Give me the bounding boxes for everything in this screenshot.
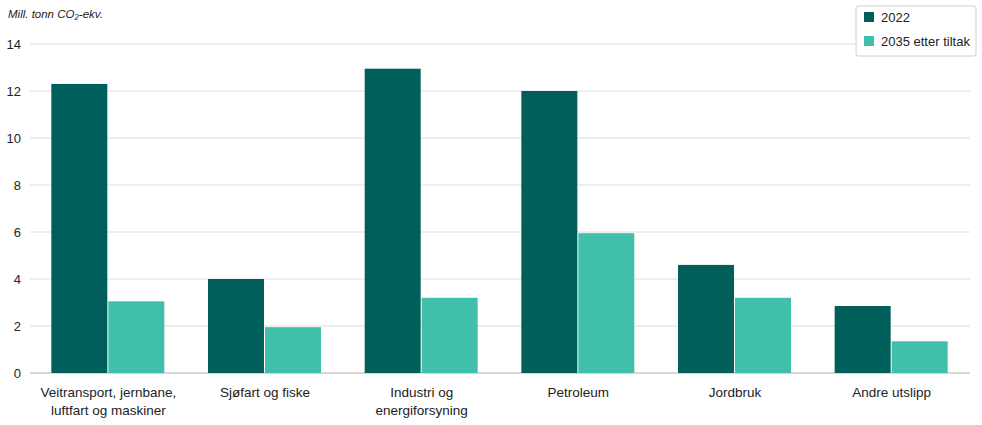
y-tick-label: 10 [7, 131, 21, 146]
legend-swatch [864, 12, 874, 22]
y-tick-label: 4 [14, 272, 21, 287]
bar [521, 91, 577, 373]
y-tick-label: 12 [7, 84, 21, 99]
bar [578, 233, 634, 373]
y-tick-label: 6 [14, 225, 21, 240]
bar [678, 265, 734, 373]
legend: 2022 2035 etter tiltak [856, 6, 976, 56]
x-tick-label-line: energiforsyning [376, 403, 468, 418]
bar [208, 279, 264, 373]
grid-line [30, 326, 970, 327]
x-tick-label: Jordbruk [709, 385, 762, 400]
x-tick-label: Andre utslipp [852, 385, 931, 400]
grid-line [30, 138, 970, 139]
x-tick-label: Sjøfart og fiske [220, 385, 310, 400]
bar [51, 84, 107, 373]
grid-line [30, 44, 970, 45]
x-tick-label-line: luftfart og maskiner [51, 403, 166, 418]
x-tick-label-line: Jordbruk [709, 385, 762, 400]
grid-line [30, 279, 970, 280]
y-tick-label: 8 [14, 178, 21, 193]
legend-swatch [864, 36, 874, 46]
chart: 0 2 4 6 8 10 12 14 Mill. tonn CO₂-ekv. Veitranspo… [0, 0, 982, 425]
bar [892, 341, 948, 373]
x-tick-label: Veitransport, jernbane, luftfart og maski… [40, 385, 176, 418]
y-tick-label: 2 [14, 319, 21, 334]
bar [108, 301, 164, 373]
bar [365, 69, 421, 373]
y-axis-label: Mill. tonn CO₂-ekv. [8, 8, 103, 20]
x-tick-label-line: Veitransport, jernbane, [40, 385, 176, 400]
x-tick-label-line: Sjøfart og fiske [220, 385, 310, 400]
bar [735, 298, 791, 373]
y-tick-label: 0 [14, 366, 21, 381]
bar [835, 306, 891, 373]
grid-line [30, 91, 970, 92]
x-tick-label: Industri og energiforsyning [376, 385, 468, 418]
grid-line [30, 232, 970, 233]
x-tick-label: Petroleum [548, 385, 610, 400]
grid-line [30, 373, 970, 374]
bar [265, 327, 321, 373]
legend-label: 2035 etter tiltak [881, 34, 970, 49]
x-tick-label-line: Petroleum [548, 385, 610, 400]
y-tick-label: 14 [7, 37, 21, 52]
bar [422, 298, 478, 373]
legend-box [856, 6, 976, 56]
x-tick-label-line: Industri og [390, 385, 453, 400]
bars [51, 69, 947, 373]
grid-line [30, 185, 970, 186]
legend-label: 2022 [881, 10, 910, 25]
x-tick-label-line: Andre utslipp [852, 385, 931, 400]
